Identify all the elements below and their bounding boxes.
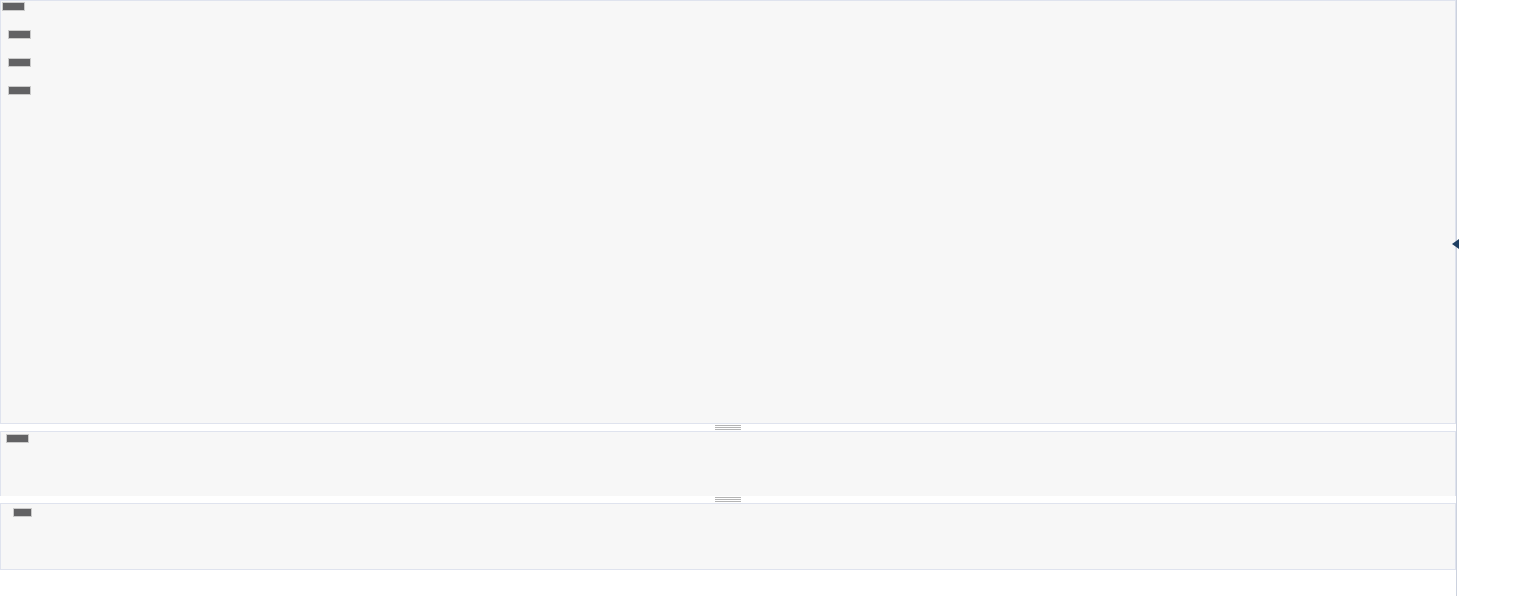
last-price-badge [1452, 236, 1535, 252]
price-axis[interactable] [1452, 0, 1536, 596]
instrument-legend-chip[interactable] [3, 3, 24, 10]
panel-resize-handle[interactable] [0, 424, 1456, 431]
sma100-label [13, 59, 30, 66]
panel-resize-handle[interactable] [0, 496, 1456, 503]
rsi-chart-canvas[interactable] [1, 432, 1456, 497]
volume-label [14, 509, 31, 516]
volume-chart-canvas[interactable] [1, 504, 1456, 570]
grip-icon [715, 497, 741, 502]
grip-icon [715, 425, 741, 430]
sma50-legend-chip[interactable] [9, 31, 30, 38]
rsi-label [11, 435, 28, 442]
sma50-label [13, 31, 30, 38]
volume-panel [0, 503, 1456, 570]
instrument-label [7, 3, 24, 10]
sma200-label [13, 87, 30, 94]
volume-legend-chip[interactable] [14, 509, 31, 516]
sma100-legend-chip[interactable] [9, 59, 30, 66]
price-chart-canvas[interactable] [1, 1, 1456, 424]
price-chart-panel [0, 0, 1456, 424]
rsi-legend-chip[interactable] [7, 435, 28, 442]
time-axis[interactable] [0, 570, 1456, 596]
rsi-panel [0, 431, 1456, 497]
sma200-legend-chip[interactable] [9, 87, 30, 94]
